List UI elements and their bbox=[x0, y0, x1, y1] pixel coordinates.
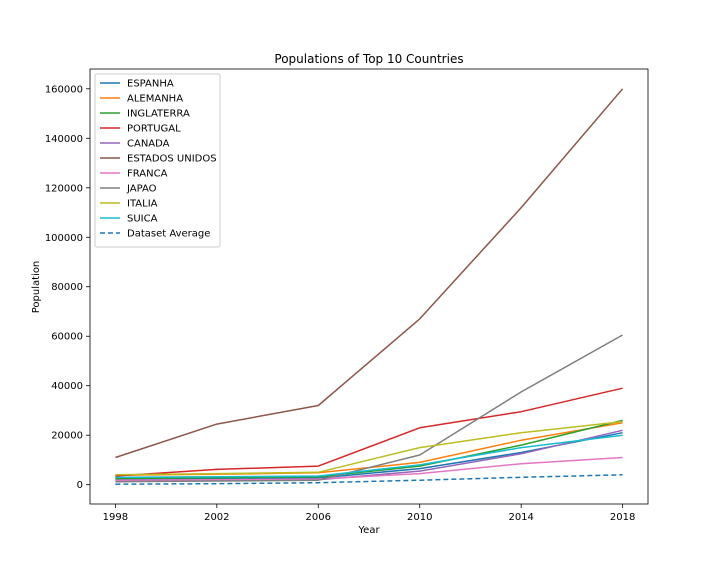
y-tick-label: 160000 bbox=[45, 84, 83, 95]
series-line-9 bbox=[115, 434, 623, 479]
series-line-3 bbox=[115, 387, 623, 477]
x-tick-label: 2006 bbox=[306, 512, 331, 523]
series-line-2 bbox=[115, 419, 623, 480]
x-axis-label: Year bbox=[357, 525, 380, 536]
y-tick-label: 140000 bbox=[45, 134, 83, 145]
series-line-7 bbox=[115, 334, 623, 483]
legend-label: PORTUGAL bbox=[127, 124, 181, 135]
y-tick-label: 120000 bbox=[45, 183, 83, 194]
y-tick-label: 80000 bbox=[51, 282, 83, 293]
legend-label: ITALIA bbox=[127, 199, 158, 210]
y-axis: 0 20000 40000 60000 80000 100000 120000 140000 1… bbox=[45, 84, 90, 491]
legend-label: Dataset Average bbox=[127, 229, 210, 240]
y-tick-label: 100000 bbox=[45, 233, 83, 244]
x-axis: 1998 2002 2006 2010 2014 2018 bbox=[103, 504, 635, 523]
x-tick-label: 2014 bbox=[508, 512, 533, 523]
series-line-10 bbox=[115, 474, 623, 485]
legend-box bbox=[94, 73, 221, 248]
legend-label: CANADA bbox=[127, 139, 170, 150]
x-tick-label: 2010 bbox=[407, 512, 432, 523]
legend-label: SUICA bbox=[127, 214, 158, 225]
x-tick-label: 1998 bbox=[103, 512, 128, 523]
legend: ESPANHA ALEMANHA INGLATERRA PORTUGAL CANADA E… bbox=[94, 73, 221, 248]
x-tick-label: 2018 bbox=[610, 512, 635, 523]
y-axis-label: Population bbox=[31, 261, 42, 314]
y-tick-label: 40000 bbox=[51, 381, 83, 392]
legend-label: FRANCA bbox=[127, 169, 168, 180]
plot-area bbox=[115, 88, 624, 485]
y-tick-label: 60000 bbox=[51, 332, 83, 343]
legend-label: ESTADOS UNIDOS bbox=[127, 154, 217, 165]
series-line-8 bbox=[115, 420, 623, 476]
legend-label: JAPAO bbox=[126, 184, 157, 195]
y-tick-label: 20000 bbox=[51, 431, 83, 442]
legend-label: ALEMANHA bbox=[127, 94, 183, 105]
chart-title: Populations of Top 10 Countries bbox=[274, 52, 463, 66]
series-line-6 bbox=[115, 456, 623, 481]
legend-label: ESPANHA bbox=[127, 79, 174, 90]
y-tick-label: 0 bbox=[77, 480, 83, 491]
x-tick-label: 2002 bbox=[204, 512, 229, 523]
series-line-5 bbox=[115, 88, 624, 459]
legend-label: INGLATERRA bbox=[127, 109, 190, 120]
